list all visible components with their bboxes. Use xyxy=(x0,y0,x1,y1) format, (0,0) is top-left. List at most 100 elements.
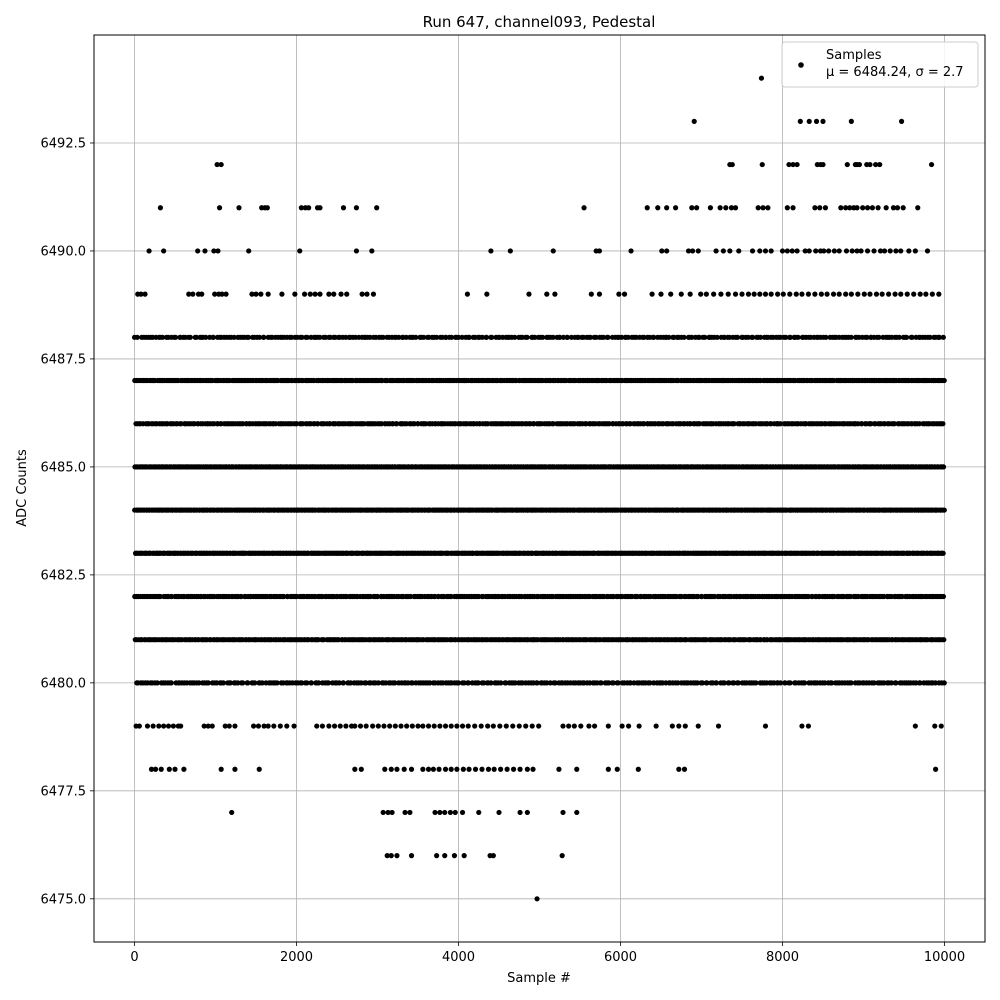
data-point xyxy=(753,680,759,686)
data-point xyxy=(861,291,867,297)
data-point xyxy=(196,680,202,686)
data-point xyxy=(432,809,438,816)
data-point xyxy=(713,680,720,686)
data-point xyxy=(695,723,701,729)
data-point xyxy=(678,291,684,297)
data-point xyxy=(170,723,176,729)
data-point xyxy=(442,809,448,816)
data-point xyxy=(805,291,812,297)
data-point xyxy=(370,723,376,729)
data-point xyxy=(166,766,172,772)
data-point xyxy=(358,680,364,686)
data-point xyxy=(344,291,350,297)
data-point xyxy=(768,291,774,297)
y-tick-label: 6492.5 xyxy=(41,136,87,151)
x-tick-label: 10000 xyxy=(924,950,965,965)
data-point xyxy=(229,809,235,816)
data-point xyxy=(758,334,764,340)
y-tick-label: 6482.5 xyxy=(41,568,87,583)
data-point xyxy=(940,421,946,427)
data-point xyxy=(749,248,756,254)
data-point xyxy=(326,723,332,729)
data-point xyxy=(789,248,795,254)
data-point xyxy=(154,680,160,686)
data-point xyxy=(787,334,794,340)
data-point xyxy=(794,161,800,168)
data-point xyxy=(420,723,426,729)
data-point xyxy=(600,334,607,340)
data-point xyxy=(407,809,413,816)
data-point xyxy=(581,205,587,211)
data-point xyxy=(524,766,530,772)
data-point xyxy=(430,766,436,772)
data-point xyxy=(932,723,938,729)
data-point xyxy=(398,723,404,729)
data-point xyxy=(794,248,800,254)
data-point xyxy=(723,205,729,211)
data-point xyxy=(658,291,664,297)
data-point xyxy=(758,75,765,81)
data-point xyxy=(231,334,237,340)
data-point xyxy=(813,248,819,254)
data-point xyxy=(854,248,860,254)
plot-frame xyxy=(93,34,986,943)
data-point xyxy=(434,853,440,859)
data-point xyxy=(864,248,871,254)
data-point xyxy=(614,766,620,772)
data-point xyxy=(503,680,509,686)
data-point xyxy=(759,161,765,168)
data-point xyxy=(727,248,733,254)
data-point xyxy=(214,161,220,168)
data-point xyxy=(875,205,881,211)
data-point xyxy=(212,291,218,297)
data-point xyxy=(698,291,704,297)
data-point xyxy=(425,766,432,772)
data-point xyxy=(649,291,655,297)
data-point xyxy=(392,680,398,686)
data-point xyxy=(780,291,786,297)
data-point xyxy=(685,248,692,254)
data-point xyxy=(142,291,148,297)
data-point xyxy=(382,766,388,772)
data-point xyxy=(252,680,258,686)
data-point xyxy=(459,334,465,340)
data-point xyxy=(205,723,211,729)
data-point xyxy=(605,334,611,340)
data-point xyxy=(461,853,467,859)
y-tick-label: 6480.0 xyxy=(41,676,87,691)
data-point xyxy=(297,248,303,254)
data-point xyxy=(625,334,631,340)
data-point xyxy=(326,291,332,297)
data-point xyxy=(711,291,717,297)
data-point xyxy=(402,809,408,816)
data-point xyxy=(370,291,377,297)
data-point xyxy=(720,248,726,254)
data-point xyxy=(799,291,805,297)
data-point xyxy=(664,205,670,211)
data-point xyxy=(215,248,221,254)
data-point xyxy=(830,291,837,297)
data-point xyxy=(512,334,518,340)
data-point xyxy=(892,291,898,297)
data-point xyxy=(259,680,265,686)
data-point xyxy=(619,723,625,729)
data-point xyxy=(628,248,634,254)
data-point xyxy=(375,723,381,729)
data-point xyxy=(806,118,812,124)
data-point xyxy=(877,161,883,168)
data-point xyxy=(331,291,337,297)
data-point xyxy=(818,291,824,297)
data-point xyxy=(689,205,695,211)
data-point xyxy=(336,680,342,686)
data-point xyxy=(896,334,902,340)
data-point xyxy=(941,680,947,686)
data-point xyxy=(829,680,835,686)
data-point xyxy=(388,766,394,772)
data-point xyxy=(157,205,164,211)
data-point xyxy=(304,680,310,686)
data-point xyxy=(696,334,702,340)
data-point xyxy=(912,248,918,254)
data-point xyxy=(146,248,152,254)
data-point xyxy=(394,766,400,772)
